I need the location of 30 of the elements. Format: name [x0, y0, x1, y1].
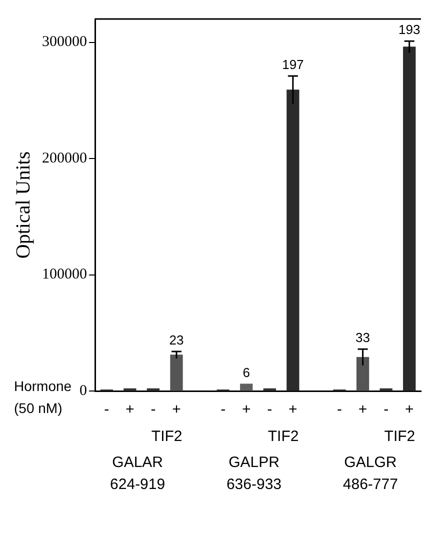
- x-tick-label: -: [104, 401, 110, 418]
- text: TIF2: [151, 428, 182, 446]
- x-tick-label: +: [288, 401, 298, 418]
- x-tick-label: -: [337, 401, 342, 418]
- x-tick-label: +: [242, 401, 251, 418]
- text: TIF2: [384, 428, 416, 446]
- text: (50 nM): [14, 400, 62, 416]
- text: GALAR 624-919: [110, 454, 166, 494]
- text: GALPR 636-933: [226, 454, 282, 494]
- x-tick-label: -: [384, 401, 389, 418]
- x-tick-label: -: [220, 401, 226, 418]
- annotation: 33: [356, 330, 370, 346]
- y-tick-label: 0: [80, 382, 87, 399]
- x-tick-label: +: [126, 401, 135, 418]
- text: Hormone: [14, 378, 72, 394]
- x-tick-label: +: [172, 401, 182, 418]
- annotation: 23: [169, 332, 184, 348]
- text: GALGR 486-777: [342, 454, 398, 494]
- y-tick-label: 100000: [42, 266, 87, 283]
- x-tick-label: +: [358, 401, 368, 418]
- y-tick-label: 300000: [42, 34, 87, 50]
- annotation: 193: [398, 22, 420, 38]
- x-tick-label: -: [267, 401, 272, 418]
- text: TIF2: [268, 428, 299, 446]
- annotation: 6: [242, 365, 250, 380]
- x-tick-label: +: [404, 401, 414, 418]
- x-tick-label: -: [150, 401, 156, 418]
- annotation: 197: [282, 57, 304, 72]
- y-axis-title: Optical Units: [12, 151, 34, 259]
- y-tick-label: 200000: [42, 150, 87, 166]
